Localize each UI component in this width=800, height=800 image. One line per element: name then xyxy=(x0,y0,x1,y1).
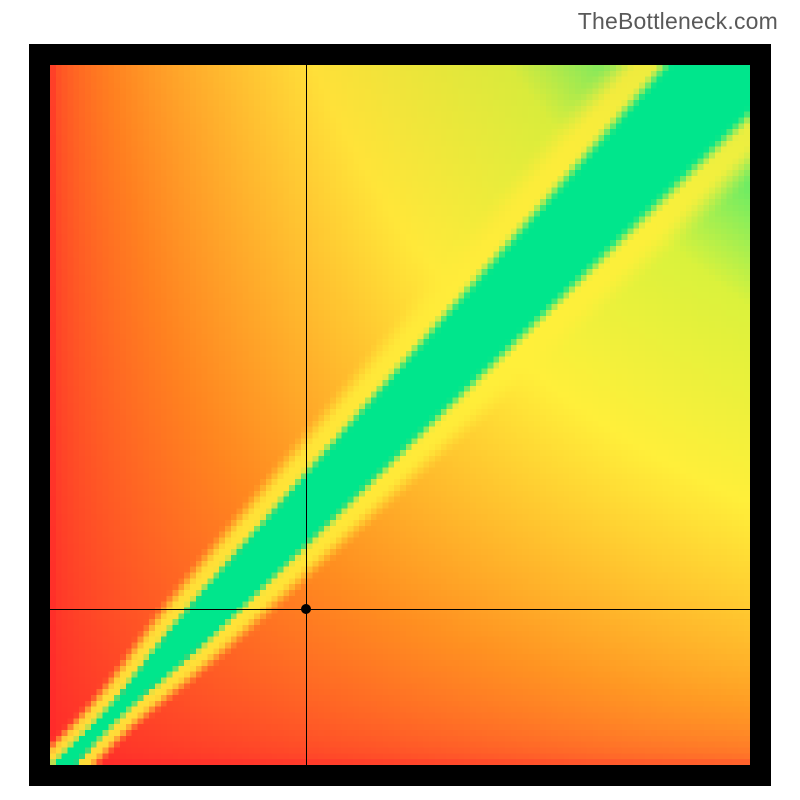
plot-area xyxy=(50,65,750,765)
data-point-marker xyxy=(301,604,311,614)
heatmap-canvas xyxy=(50,65,750,765)
attribution-text: TheBottleneck.com xyxy=(578,8,778,35)
crosshair-vertical xyxy=(306,65,307,765)
chart-container: TheBottleneck.com xyxy=(0,0,800,800)
crosshair-horizontal xyxy=(50,609,750,610)
